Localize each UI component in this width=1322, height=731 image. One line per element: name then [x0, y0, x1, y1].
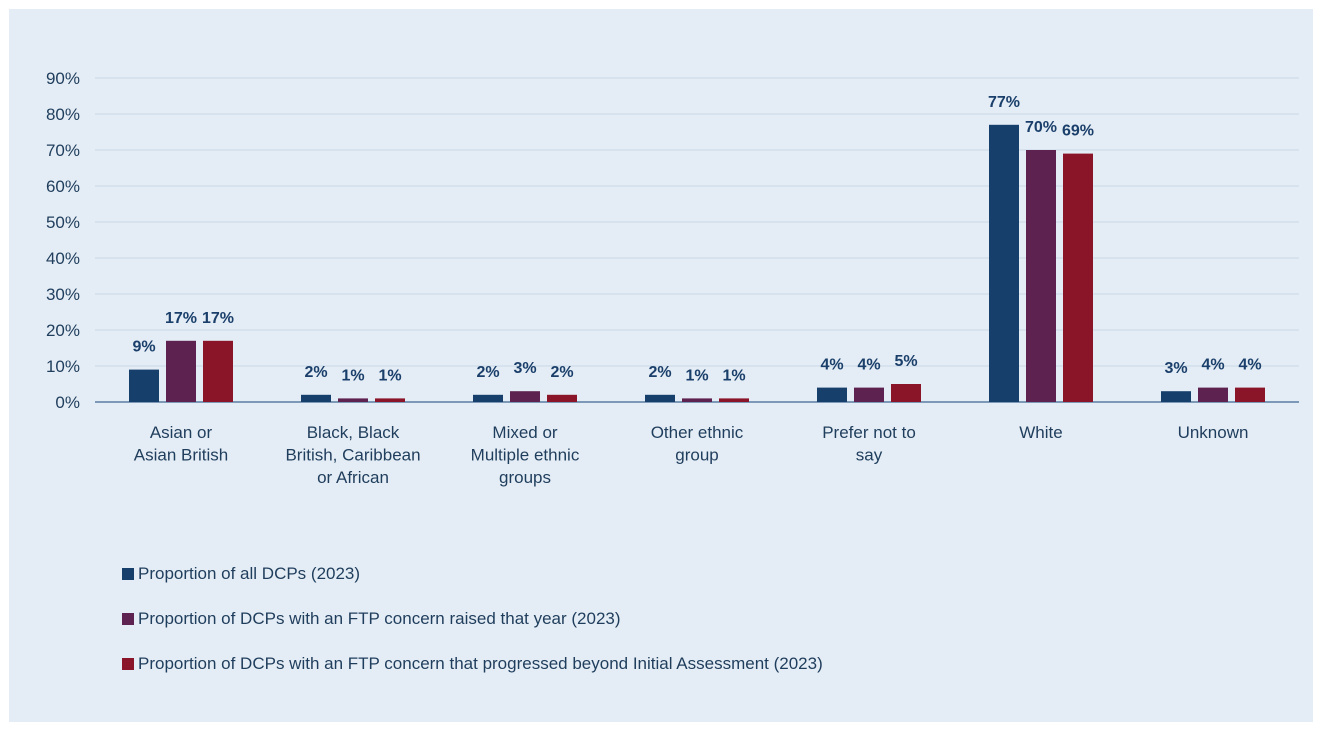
bar [166, 340, 196, 402]
data-label: 4% [1201, 357, 1224, 374]
data-label: 2% [304, 364, 327, 381]
x-category-label: Multiple ethnic [471, 446, 580, 465]
data-label: 5% [894, 353, 917, 370]
x-category-label: Unknown [1178, 423, 1249, 442]
data-label: 69% [1062, 123, 1094, 140]
y-tick-label: 10% [46, 357, 80, 376]
x-category-label: group [675, 446, 718, 465]
x-category-label: groups [499, 468, 551, 487]
y-tick-label: 80% [46, 105, 80, 124]
x-category-label: Prefer not to [822, 423, 916, 442]
data-label: 77% [988, 94, 1020, 111]
data-label: 4% [820, 357, 843, 374]
legend-label: Proportion of DCPs with an FTP concern t… [138, 654, 823, 673]
x-category-label: Mixed or [492, 423, 558, 442]
bar [301, 394, 331, 402]
bar [1235, 387, 1265, 402]
legend-swatch [122, 568, 134, 580]
data-label: 70% [1025, 119, 1057, 136]
data-label: 17% [202, 310, 234, 327]
data-label: 2% [648, 364, 671, 381]
bar-chart: 0% 10% 20% 30% 40% 50% 60% 70% 80% 90% 9% 17% 17% Asi… [46, 69, 1299, 487]
x-category-label: say [856, 446, 883, 465]
data-label: 2% [550, 364, 573, 381]
bar [129, 369, 159, 402]
data-label: 1% [685, 367, 708, 384]
bar [719, 398, 749, 402]
data-label: 4% [1238, 357, 1261, 374]
legend-label: Proportion of DCPs with an FTP concern r… [138, 609, 621, 628]
bar [1063, 153, 1093, 402]
y-tick-label: 40% [46, 249, 80, 268]
chart-panel: 0% 10% 20% 30% 40% 50% 60% 70% 80% 90% 9% 17% 17% Asi… [9, 9, 1313, 722]
bar [1026, 150, 1056, 402]
bar [473, 394, 503, 402]
legend-label: Proportion of all DCPs (2023) [138, 564, 361, 583]
bar [854, 387, 884, 402]
bar [989, 124, 1019, 403]
data-label: 1% [722, 367, 745, 384]
bar [547, 394, 577, 402]
legend-swatch [122, 658, 134, 670]
y-tick-label: 90% [46, 69, 80, 88]
data-label: 9% [132, 339, 155, 356]
x-category-label: Asian British [134, 446, 228, 465]
y-tick-label: 0% [55, 393, 80, 412]
y-tick-label: 30% [46, 285, 80, 304]
bar [817, 387, 847, 402]
bar [375, 398, 405, 402]
data-label: 17% [165, 310, 197, 327]
legend-item: Proportion of DCPs with an FTP concern r… [122, 609, 621, 629]
x-category-label: Asian or [150, 423, 213, 442]
data-label: 2% [476, 364, 499, 381]
data-label: 4% [857, 357, 880, 374]
y-tick-label: 60% [46, 177, 80, 196]
legend-item: Proportion of all DCPs (2023) [122, 564, 360, 584]
legend-swatch [122, 613, 134, 625]
data-label: 3% [1164, 360, 1187, 377]
data-label: 3% [513, 360, 536, 377]
x-category-label: White [1019, 423, 1062, 442]
legend-item: Proportion of DCPs with an FTP concern t… [122, 654, 823, 674]
y-tick-label: 20% [46, 321, 80, 340]
bar [338, 398, 368, 402]
data-label: 1% [341, 367, 364, 384]
bar [1198, 387, 1228, 402]
bar [682, 398, 712, 402]
data-label: 1% [378, 367, 401, 384]
bar [1161, 391, 1191, 402]
bar [645, 394, 675, 402]
bar [891, 384, 921, 402]
x-category-label: Black, Black [307, 423, 400, 442]
y-tick-label: 50% [46, 213, 80, 232]
bar [203, 340, 233, 402]
x-category-label: or African [317, 468, 389, 487]
bar [510, 391, 540, 402]
y-tick-label: 70% [46, 141, 80, 160]
x-category-label: Other ethnic [651, 423, 744, 442]
x-category-label: British, Caribbean [285, 446, 420, 465]
